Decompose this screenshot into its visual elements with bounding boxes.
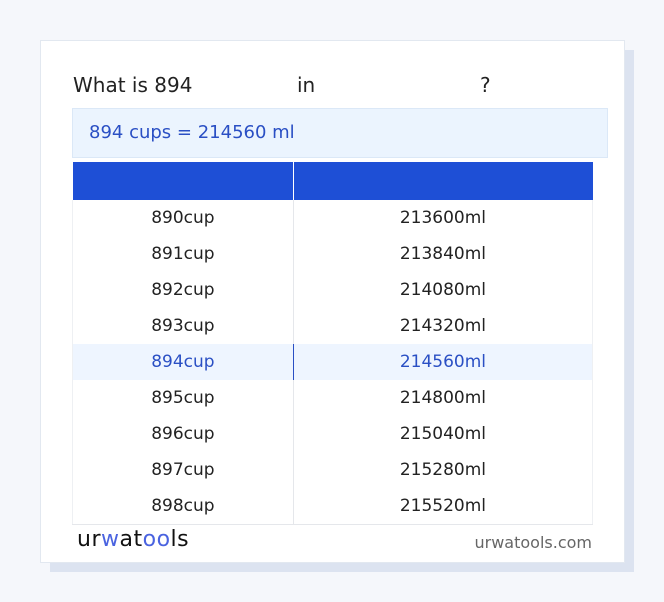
title-in: in [297,73,316,97]
cell-to: 215040ml [399,424,487,444]
cell-to: 214560ml [293,344,593,380]
cell-from: 894cup [72,344,294,380]
cell-from: 896cup [72,416,294,452]
site-link[interactable]: urwatools.com [474,533,593,552]
cell-to: 213600ml [399,208,487,228]
header-to [293,162,593,200]
cell-from: 895cup [72,380,294,416]
conversion-table: 890cup 213600ml 891cup 213840ml 892cup 214080… [72,162,593,525]
table-row: 896cup 215040ml [72,416,593,452]
table-row: 891cup 213840ml [72,236,593,272]
table-row: 897cup 215280ml [72,452,593,488]
title-prefix: What is 894 [73,73,193,97]
table-row: 898cup 215520ml [72,488,593,525]
cell-to: 214080ml [399,280,487,300]
cell-to: 214800ml [399,388,487,408]
cell-to: 214320ml [399,316,487,336]
header-from [72,162,294,200]
result-box: 894 cups = 214560 ml [72,108,608,158]
table-row: 890cup 213600ml [72,200,593,236]
cell-from: 891cup [72,236,294,272]
cell-from: 898cup [72,488,294,525]
table-row: 892cup 214080ml [72,272,593,308]
cell-to: 215280ml [399,460,487,480]
table-row: 895cup 214800ml [72,380,593,416]
cell-to: 215520ml [399,496,487,516]
table-row: 893cup 214320ml [72,308,593,344]
urwatools-logo[interactable]: urwatools [77,527,190,552]
cell-to: 213840ml [399,244,487,264]
cell-from: 893cup [72,308,294,344]
converter-card: What is 894 in ? 894 cups = 214560 ml 89… [40,40,625,563]
cell-from: 897cup [72,452,294,488]
title-question: ? [480,73,491,97]
cell-from: 890cup [72,200,294,236]
table-row: 894cup 214560ml [72,344,593,380]
cell-from: 892cup [72,272,294,308]
